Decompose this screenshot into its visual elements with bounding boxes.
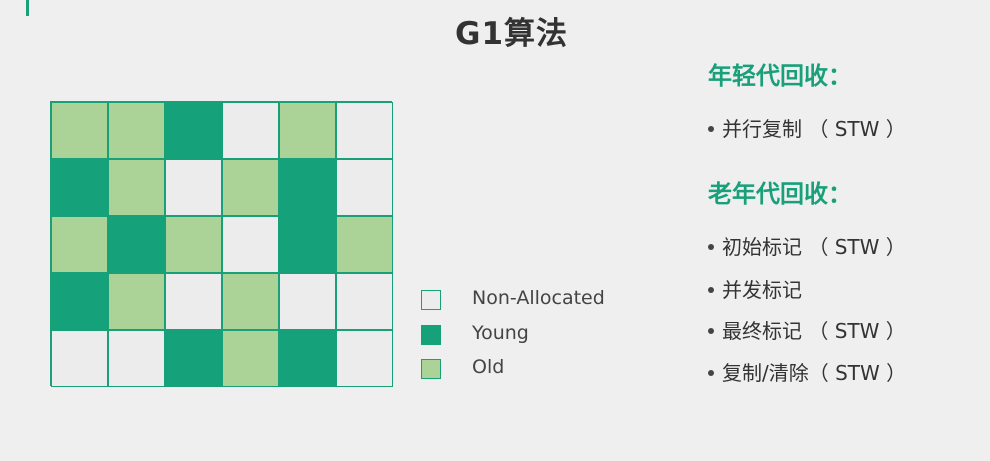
heap-region-r3-c5 [279, 216, 336, 273]
legend-swatch-young [421, 325, 441, 345]
heap-region-r1-c2 [108, 102, 165, 159]
old-gc-item-3-text: 最终标记 （ STW ） [722, 319, 906, 343]
heap-region-r4-c5 [279, 273, 336, 330]
young-gc-item-1-text: 并行复制 （ STW ） [722, 117, 906, 141]
heap-region-r5-c5 [279, 330, 336, 387]
legend-label-non-allocated: Non-Allocated [472, 287, 605, 309]
old-gc-item-1-text: 初始标记 （ STW ） [722, 235, 906, 259]
heap-region-r3-c1 [51, 216, 108, 273]
heap-region-r5-c3 [165, 330, 222, 387]
heap-region-r3-c6 [336, 216, 393, 273]
legend-label-young: Young [472, 322, 529, 344]
heap-region-r4-c3 [165, 273, 222, 330]
legend-item-young: Young [421, 322, 641, 347]
heap-region-r2-c5 [279, 159, 336, 216]
heap-region-r5-c4 [222, 330, 279, 387]
bullet-dot-icon [708, 243, 714, 250]
legend-label-old: Old [472, 356, 505, 378]
heap-region-r2-c1 [51, 159, 108, 216]
young-gc-heading: 年轻代回收： [708, 62, 852, 90]
heap-region-r1-c4 [222, 102, 279, 159]
old-gc-item-1: 初始标记 （ STW ） [708, 231, 906, 260]
legend-item-non-allocated: Non-Allocated [421, 287, 641, 312]
heap-region-r2-c4 [222, 159, 279, 216]
bullet-dot-icon [708, 369, 714, 376]
accent-bar [26, 0, 29, 16]
heap-region-r4-c2 [108, 273, 165, 330]
heap-region-r3-c2 [108, 216, 165, 273]
bullet-dot-icon [708, 286, 714, 293]
young-gc-item-1: 并行复制 （ STW ） [708, 113, 906, 142]
heap-region-grid [50, 101, 393, 387]
heap-region-r3-c4 [222, 216, 279, 273]
page-title: G1算法 [455, 16, 569, 52]
legend-swatch-non-allocated [421, 290, 441, 310]
old-gc-item-2-text: 并发标记 [722, 278, 802, 302]
heap-region-r2-c2 [108, 159, 165, 216]
heap-region-r1-c6 [336, 102, 393, 159]
old-gc-item-3: 最终标记 （ STW ） [708, 315, 906, 344]
legend-item-old: Old [421, 356, 641, 381]
legend-swatch-old [421, 359, 441, 379]
old-gc-heading: 老年代回收： [708, 180, 852, 208]
old-gc-item-2: 并发标记 [708, 274, 802, 303]
heap-region-r1-c3 [165, 102, 222, 159]
heap-region-r1-c1 [51, 102, 108, 159]
heap-region-r5-c1 [51, 330, 108, 387]
heap-region-r3-c3 [165, 216, 222, 273]
heap-region-r5-c6 [336, 330, 393, 387]
heap-region-r2-c3 [165, 159, 222, 216]
heap-region-r5-c2 [108, 330, 165, 387]
old-gc-item-4-text: 复制/清除（ STW ） [722, 361, 907, 385]
heap-region-r4-c6 [336, 273, 393, 330]
heap-region-r4-c1 [51, 273, 108, 330]
heap-region-r4-c4 [222, 273, 279, 330]
bullet-dot-icon [708, 327, 714, 334]
old-gc-item-4: 复制/清除（ STW ） [708, 357, 906, 386]
heap-region-r2-c6 [336, 159, 393, 216]
heap-region-r1-c5 [279, 102, 336, 159]
bullet-dot-icon [708, 125, 714, 132]
